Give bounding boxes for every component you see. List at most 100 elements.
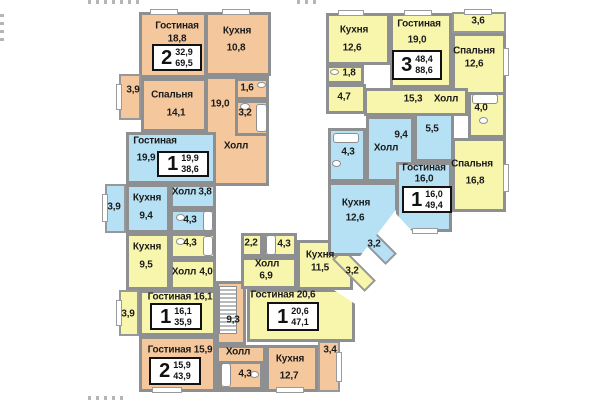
apartment-rooms-count: 1	[411, 188, 423, 211]
apartment-areas: 19,9 38,6	[181, 153, 199, 175]
room-label: Холл	[171, 266, 197, 278]
total-area: 35,9	[174, 316, 192, 327]
apt2-hall	[170, 184, 216, 209]
room-label: 3,8	[198, 186, 212, 198]
apt5-bathroom	[263, 233, 297, 257]
window-icon	[102, 194, 108, 222]
room-label: Холл	[373, 142, 399, 154]
room-label: 1,8	[342, 67, 356, 79]
apt1-balcony	[119, 74, 141, 120]
room-label: 4,7	[337, 91, 351, 103]
apartment-badge: 1 16,1 35,9	[150, 303, 202, 330]
apartment-rooms-count: 1	[160, 305, 172, 328]
room-label: Кухня	[132, 241, 162, 253]
room-label: Кухня	[222, 25, 252, 37]
living-area: 32,9	[175, 46, 193, 57]
sink-icon	[330, 69, 339, 75]
dimension-ticks	[297, 0, 317, 4]
room-label: Кухня	[275, 353, 305, 365]
room-label: 16,0	[414, 173, 434, 185]
stairs-icon	[219, 286, 237, 334]
room-label: Гостиная	[155, 20, 199, 32]
room-label: 4,0	[474, 102, 488, 114]
room-label: Спальня	[451, 158, 493, 170]
bathtub-icon	[256, 104, 267, 132]
room-label: 3,4	[323, 344, 337, 356]
room-label: 3,2	[367, 238, 381, 250]
room-label: 19,9	[136, 152, 156, 164]
apt6-storage-room	[414, 112, 454, 162]
apartment-areas: 20,6 47,1	[291, 306, 309, 328]
bathtub-icon	[203, 211, 213, 231]
room-label: 9,4	[394, 129, 408, 141]
room-label: Гостиная	[397, 18, 441, 30]
room-label: 14,1	[166, 107, 186, 119]
sink-icon	[257, 82, 266, 88]
window-icon	[336, 352, 342, 382]
apartment-badge: 1 19,9 38,6	[157, 151, 209, 177]
room-label: Холл	[225, 346, 251, 358]
apt1-bedroom	[141, 78, 207, 132]
apt5-hall	[241, 257, 297, 289]
bathtub-icon	[221, 363, 231, 387]
window-icon	[464, 9, 492, 15]
window-icon	[404, 10, 432, 16]
room-label: 4,3	[277, 238, 291, 250]
living-area: 48,4	[415, 54, 433, 65]
room-label: 12,6	[342, 42, 362, 54]
room-label: 5,5	[425, 123, 439, 135]
room-label: 4,3	[238, 368, 252, 380]
window-icon	[503, 48, 509, 76]
room-label: 6,9	[259, 270, 273, 282]
room-label: 4,0	[199, 266, 213, 278]
apt2-kitchen	[126, 184, 170, 233]
apartment-rooms-count: 2	[161, 46, 173, 69]
apartment-rooms-count: 1	[277, 305, 289, 328]
sink-icon	[332, 160, 341, 167]
room-label: 3,9	[107, 201, 121, 213]
apartment-areas: 15,9 43,9	[173, 360, 191, 382]
room-label: Кухня	[305, 249, 335, 261]
apt5-wc	[241, 233, 263, 257]
room-label: Гостиная 20,6	[250, 289, 316, 301]
room-label: 9,5	[139, 259, 153, 271]
apartment-badge: 2 15,9 43,9	[149, 357, 201, 385]
sink-icon	[240, 103, 250, 110]
apartment-areas: 48,4 88,6	[415, 54, 433, 76]
room-label: 3,2	[345, 265, 359, 277]
room-label: 12,6	[464, 58, 484, 70]
total-area: 43,9	[173, 371, 191, 381]
room-label: 10,8	[226, 42, 246, 54]
apt1-kitchen	[205, 12, 271, 76]
apartment-rooms-count: 3	[401, 54, 413, 76]
room-label: 19,0	[210, 98, 230, 110]
room-label: 12,6	[345, 212, 365, 224]
room-label: Кухня	[132, 192, 162, 204]
room-label: 3,6	[471, 15, 485, 27]
room-label: 18,8	[167, 33, 187, 45]
apt3-kitchen	[126, 233, 170, 290]
room-label: Кухня	[339, 24, 369, 36]
room-label: 2,2	[244, 237, 258, 249]
room-label: Холл	[433, 93, 459, 105]
apartment-badge: 1 16,0 49,4	[402, 186, 452, 213]
room-label: 3,9	[121, 308, 135, 320]
room-label: Кухня	[341, 197, 371, 209]
apartment-areas: 32,9 69,5	[175, 47, 193, 69]
room-label: 15,3	[403, 93, 423, 105]
sink-icon	[479, 117, 488, 124]
room-label: Спальня	[151, 89, 193, 101]
total-area: 47,1	[291, 316, 309, 327]
window-icon	[116, 84, 122, 110]
window-icon	[152, 387, 182, 393]
window-icon	[116, 300, 122, 326]
room-label: Спальня	[453, 45, 495, 57]
dimension-ticks	[88, 396, 128, 400]
room-label: 12,7	[279, 370, 299, 382]
sink-icon	[250, 371, 259, 378]
room-label: 1,6	[240, 82, 254, 94]
apartment-badge: 3 48,4 88,6	[392, 50, 442, 80]
total-area: 88,6	[415, 65, 433, 75]
apartment-rooms-count: 2	[159, 360, 171, 382]
